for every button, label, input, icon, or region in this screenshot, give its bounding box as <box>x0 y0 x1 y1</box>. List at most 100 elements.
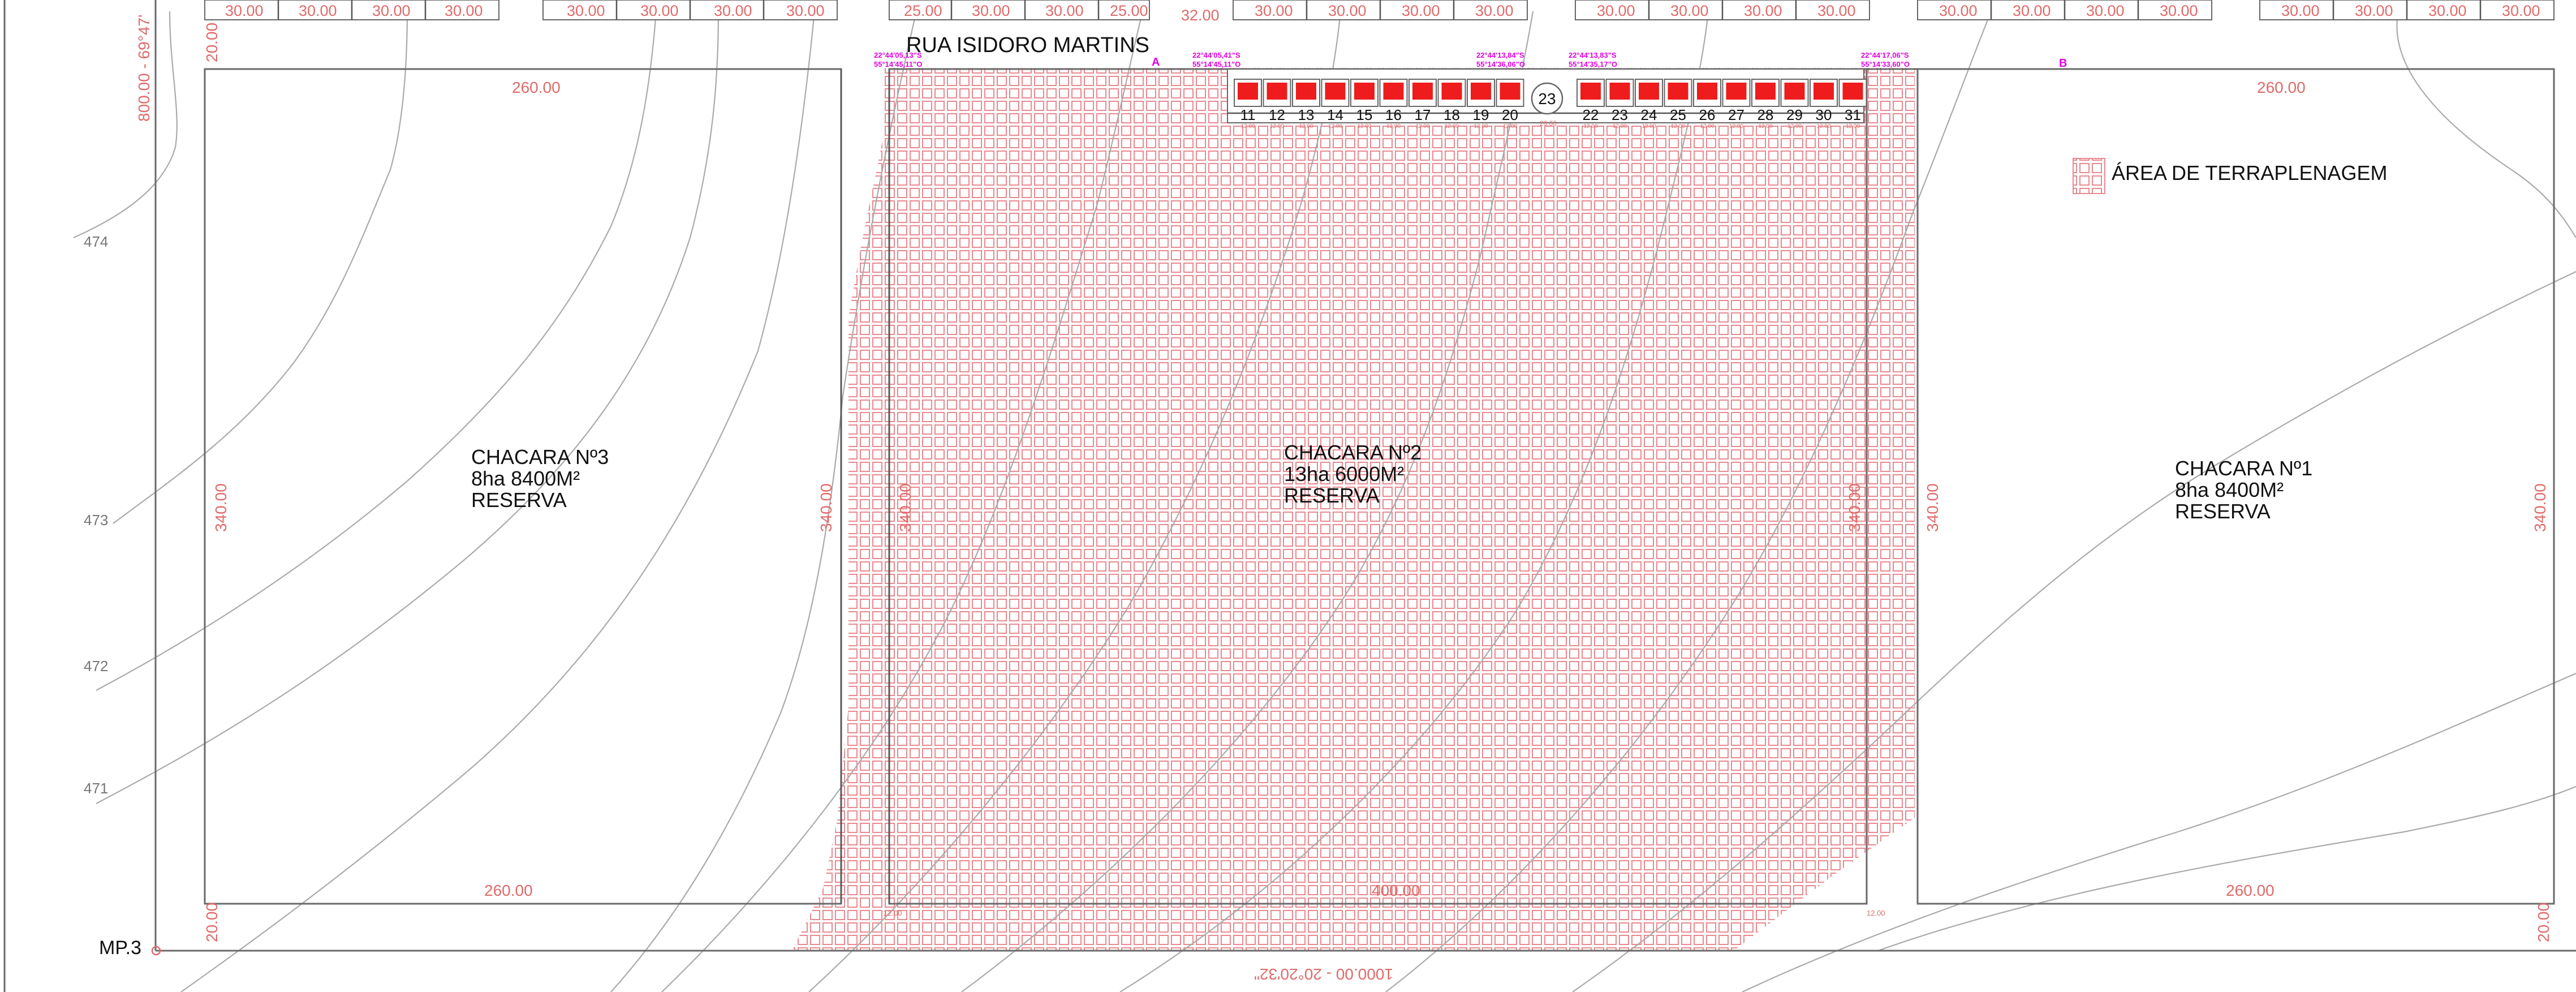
coord-lon: 55°14'33,60"O <box>1861 60 1910 68</box>
lot-number: 23 <box>1612 106 1628 123</box>
lot-building <box>1580 83 1601 100</box>
earthwork-area <box>792 68 1915 951</box>
strip-dim: 30.00 <box>1045 2 1084 19</box>
road-dim: 20.00 <box>1540 119 1557 127</box>
lot-number: 27 <box>1728 106 1744 123</box>
lot-width-dim: 12.00 <box>1671 123 1685 130</box>
strip-dim: 30.00 <box>2281 2 2320 19</box>
lot-width-dim: 12.00 <box>1583 123 1597 130</box>
strip-dim: 25.00 <box>1110 2 1148 19</box>
strip-dim: 30.00 <box>225 2 264 19</box>
strip-dim: 30.00 <box>1255 2 1293 19</box>
top-lot-strip <box>204 0 2555 20</box>
strip-dim: 30.00 <box>2013 2 2051 19</box>
lot-number: 22 <box>1583 106 1599 123</box>
lot-building <box>1354 83 1375 100</box>
side-dim: 20.00 <box>203 23 221 62</box>
contour-label: 473 <box>84 512 108 529</box>
lot-width-dim: 12.00 <box>1642 123 1656 130</box>
c3-dim-bottom: 260.00 <box>484 882 533 899</box>
lot-width-dim: 12.00 <box>1474 123 1488 130</box>
lots-left-group: 1112.001212.001312.001412.001512.001612.… <box>1234 79 1524 130</box>
lot-building <box>1500 83 1520 100</box>
coord-lon: 55°14'36,06"O <box>1476 60 1525 68</box>
coord-lon: 55°14'45,11"O <box>874 60 922 68</box>
c1-dim-left: 340.00 <box>1924 483 1941 532</box>
lot-width-dim: 12.00 <box>1700 123 1714 130</box>
lot-number: 31 <box>1845 106 1861 123</box>
side-dim: 20.00 <box>2535 903 2552 942</box>
coord-lat: 22°44'13,84"S <box>1476 51 1524 59</box>
strip-dim: 30.00 <box>2355 2 2393 19</box>
lot-number: 29 <box>1786 106 1803 123</box>
coord-lat: 22°44'05,41"S <box>1192 51 1240 59</box>
lot-building <box>1668 83 1688 100</box>
marker-b: B <box>2059 57 2067 70</box>
lot-width-dim: 12.00 <box>1729 123 1743 130</box>
lot-width-dim: 12.00 <box>1787 123 1802 130</box>
lot-building <box>1842 83 1863 100</box>
lot-number: 15 <box>1356 106 1373 123</box>
chacara-3-name: CHACARA Nº3 <box>471 445 609 469</box>
strip-dim: 30.00 <box>714 2 752 19</box>
chacara-3-area: 8ha 8400M² <box>471 467 580 490</box>
lot-circle-label: 23 <box>1538 90 1556 108</box>
lot-number: 28 <box>1757 106 1774 123</box>
lot-building <box>1267 83 1287 100</box>
lot-building <box>1697 83 1717 100</box>
strip-dim: 30.00 <box>972 2 1010 19</box>
strip-dim: 30.00 <box>567 2 605 19</box>
legend-hatch-swatch <box>2073 158 2105 194</box>
legend-label: ÁREA DE TERRAPLENAGEM <box>2112 161 2387 184</box>
lot-number: 26 <box>1699 106 1716 123</box>
contour-label: 474 <box>84 233 108 250</box>
lot-width-dim: 12.00 <box>1816 123 1830 130</box>
lot-building <box>1471 83 1491 100</box>
lot-building <box>1639 83 1659 100</box>
strip-dim: 25.00 <box>904 2 942 19</box>
lot-width-dim: 12.00 <box>1299 123 1313 130</box>
lot-building <box>1726 83 1747 100</box>
lot-building <box>1441 83 1462 100</box>
lot-building <box>1609 83 1630 100</box>
side-dim: 20.00 <box>203 903 221 942</box>
boundary-left: 800.00 - 69°47' <box>135 15 153 122</box>
strip-dim: 30.00 <box>1744 2 1782 19</box>
survey-point-marker <box>151 946 161 956</box>
chacara-2-area: 13ha 6000M² <box>1284 462 1404 486</box>
strip-dim: 30.00 <box>2428 2 2467 19</box>
c2-dim-left: 340.00 <box>897 483 914 532</box>
chacara-3-status: RESERVA <box>471 488 567 512</box>
lot-width-dim: 12.00 <box>1613 123 1627 130</box>
lot-width-dim: 12.00 <box>1386 123 1401 130</box>
chacara-1-area: 8ha 8400M² <box>2175 478 2284 501</box>
lot-number: 17 <box>1415 106 1431 123</box>
strip-dim: 32.00 <box>1181 7 1220 24</box>
corner-dim: 12.00 <box>884 909 902 917</box>
lot-circle-marker <box>1531 82 1563 115</box>
strip-dim: 30.00 <box>1328 2 1367 19</box>
c1-dim-top: 260.00 <box>2257 79 2306 96</box>
lot-width-dim: 12.00 <box>1270 123 1284 130</box>
strip-dim: 30.00 <box>640 2 679 19</box>
chacara-2-status: RESERVA <box>1284 484 1380 507</box>
marker-a: A <box>1152 56 1160 68</box>
chacara-1-name: CHACARA Nº1 <box>2175 457 2312 480</box>
contour-lines <box>73 11 2576 992</box>
lot-number: 30 <box>1816 106 1832 123</box>
lot-width-dim: 12.00 <box>1445 123 1459 130</box>
lot-number: 20 <box>1502 106 1518 123</box>
lot-building <box>1383 83 1404 100</box>
lots-right-group: 2212.002312.002412.002512.002612.002712.… <box>1576 79 1867 130</box>
survey-point-label: MP.3 <box>99 937 141 959</box>
lot-number: 12 <box>1269 106 1285 123</box>
strip-dim: 30.00 <box>299 2 337 19</box>
lot-width-dim: 12.00 <box>1846 123 1860 130</box>
lot-building <box>1325 83 1346 100</box>
boundary-bottom: 1000.00 - 20°20'32" <box>1254 965 1393 983</box>
lot-building <box>1784 83 1805 100</box>
lot-width-dim: 12.00 <box>1503 123 1517 130</box>
coord-lat: 22°44'05,13"S <box>874 51 922 59</box>
strip-dim: 30.00 <box>1939 2 1978 19</box>
